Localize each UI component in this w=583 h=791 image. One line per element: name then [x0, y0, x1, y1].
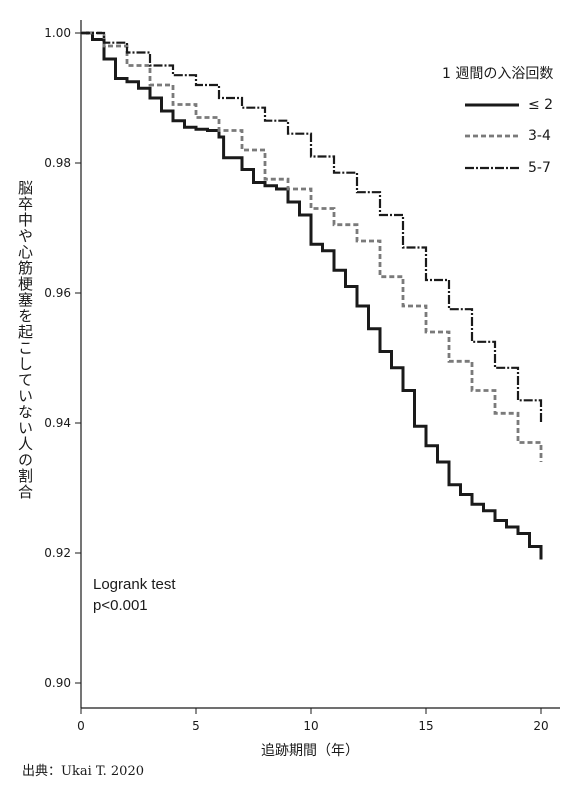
x-tick-label: 5 [192, 719, 200, 733]
logrank-annotation: Logrank test p<0.001 [93, 574, 176, 616]
y-tick-label: 1.00 [44, 26, 71, 40]
legend-label-series-2: 3-4 [528, 128, 551, 144]
series-lines [81, 31, 543, 560]
series-line-3 [81, 31, 543, 423]
legend-title: 1 週間の入浴回数 [442, 66, 554, 82]
y-tick-label: 0.92 [44, 546, 71, 560]
p-value-label: p<0.001 [93, 597, 148, 614]
x-axis-label: 追跡期間（年） [261, 743, 359, 759]
source-citation: 出典：Ukai T. 2020 [22, 764, 144, 779]
logrank-test-label: Logrank test [93, 576, 176, 593]
legend-swatches [465, 103, 519, 170]
axes [80, 20, 560, 709]
y-tick-label: 0.90 [44, 676, 71, 690]
x-tick-label: 0 [77, 719, 85, 733]
y-tick-label: 0.96 [44, 286, 71, 300]
ticks: 1.00 0.98 0.96 0.94 0.92 0.90 0 5 10 15 20 [44, 26, 548, 733]
series-line-2 [81, 31, 543, 462]
y-axis-label: 脳卒中や心筋梗塞を起こしていない人の割合 [16, 180, 34, 500]
x-tick-label: 10 [303, 719, 318, 733]
x-tick-label: 20 [533, 719, 548, 733]
series-line-1 [81, 31, 543, 560]
legend-label-series-3: 5-7 [528, 160, 551, 176]
legend-label-series-1: ≤ 2 [528, 97, 554, 113]
y-tick-label: 0.98 [44, 156, 71, 170]
x-tick-label: 15 [418, 719, 433, 733]
y-tick-label: 0.94 [44, 416, 71, 430]
